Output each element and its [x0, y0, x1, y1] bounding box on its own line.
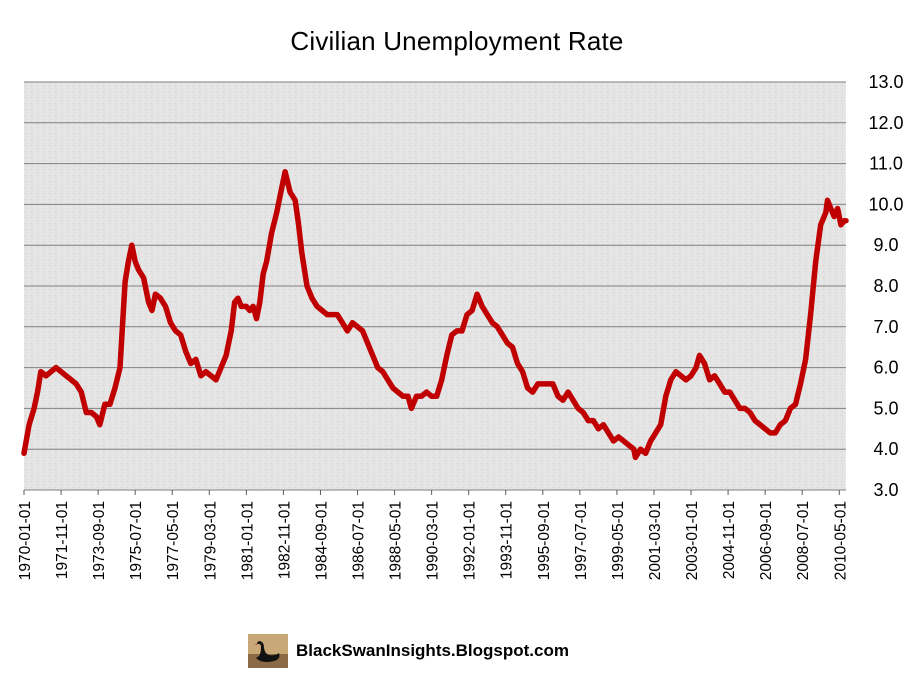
y-tick-label: 7.0	[873, 317, 898, 337]
x-tick-label: 1997-07-01	[573, 501, 590, 580]
y-tick-label: 5.0	[873, 398, 898, 418]
footer: BlackSwanInsights.Blogspot.com	[248, 634, 569, 668]
x-tick-label: 2003-01-01	[684, 501, 701, 580]
x-tick-label: 1999-05-01	[610, 501, 627, 580]
x-tick-label: 2010-05-01	[832, 501, 849, 580]
footer-url: BlackSwanInsights.Blogspot.com	[296, 641, 569, 660]
unemployment-rate-line	[21, 169, 849, 461]
x-tick-label: 1995-09-01	[536, 501, 553, 580]
x-tick-label: 1992-01-01	[462, 501, 479, 580]
y-tick-label: 12.0	[868, 113, 903, 133]
x-axis-tick-labels: 1970-01-01 1971-11-01 1973-09-01 1975-07-01…	[17, 490, 849, 580]
x-tick-label: 1981-01-01	[239, 501, 256, 580]
gridlines	[24, 81, 846, 491]
y-axis-tick-labels: 3.0 4.0 5.0 6.0 7.0 8.0 9.0 10.0 11.0 12.0 13.0	[868, 72, 903, 500]
x-tick-label: 1993-11-01	[499, 501, 516, 579]
x-tick-label: 1986-07-01	[351, 501, 368, 580]
x-tick-label: 1988-05-01	[388, 501, 405, 580]
y-tick-label: 3.0	[873, 480, 898, 500]
x-tick-label: 2008-07-01	[795, 501, 812, 580]
x-tick-label: 1977-05-01	[165, 501, 182, 580]
x-tick-label: 1970-01-01	[17, 501, 34, 580]
y-tick-label: 10.0	[868, 194, 903, 214]
y-tick-label: 11.0	[869, 154, 903, 174]
x-tick-label: 1971-11-01	[54, 501, 71, 579]
x-tick-label: 1990-03-01	[425, 501, 442, 580]
x-tick-label: 2006-09-01	[758, 501, 775, 580]
y-tick-label: 8.0	[873, 276, 898, 296]
x-tick-label: 1979-03-01	[202, 501, 219, 580]
x-tick-label: 1982-11-01	[276, 501, 293, 579]
x-tick-label: 1984-09-01	[313, 501, 330, 580]
x-tick-label: 2001-03-01	[647, 501, 664, 580]
y-tick-label: 9.0	[873, 235, 898, 255]
x-tick-label: 1973-09-01	[91, 501, 108, 580]
y-tick-label: 4.0	[873, 439, 898, 459]
chart-title: Civilian Unemployment Rate	[290, 26, 624, 56]
x-tick-label: 1975-07-01	[128, 501, 145, 580]
x-tick-label: 2004-11-01	[721, 501, 738, 579]
black-swan-logo-icon	[248, 634, 288, 668]
y-tick-label: 6.0	[873, 358, 898, 378]
y-tick-label: 13.0	[868, 72, 903, 92]
